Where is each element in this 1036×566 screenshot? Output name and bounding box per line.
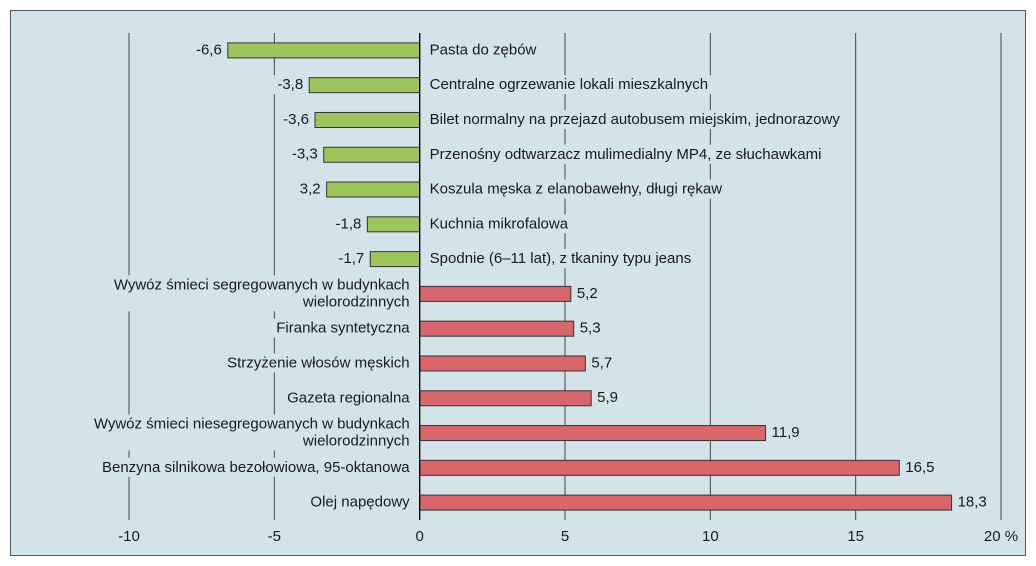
x-tick-label: -10 bbox=[118, 528, 140, 545]
label-background bbox=[425, 75, 713, 95]
label-background bbox=[109, 275, 414, 312]
label-background bbox=[593, 388, 623, 408]
value-label: 3,2 bbox=[300, 181, 321, 198]
category-label: Kuchnia mikrofalowa bbox=[430, 215, 569, 232]
label-background bbox=[425, 40, 541, 60]
label-background bbox=[334, 249, 369, 269]
value-label: -1,8 bbox=[335, 215, 361, 232]
value-label: -6,6 bbox=[196, 41, 222, 58]
category-label: Wywóz śmieci segregowanych w budynkach wi… bbox=[114, 276, 410, 310]
bar bbox=[419, 355, 586, 372]
bar bbox=[227, 42, 421, 59]
value-label: -3,3 bbox=[292, 146, 318, 163]
value-label: 5,3 bbox=[580, 320, 601, 337]
category-label-line: Benzyna silnikowa bezołowiowa, 95-oktano… bbox=[102, 459, 410, 476]
category-label: Olej napędowy bbox=[310, 494, 410, 511]
label-background bbox=[295, 179, 325, 199]
label-background bbox=[223, 353, 414, 373]
label-background bbox=[572, 283, 602, 303]
label-background bbox=[191, 40, 226, 60]
category-label: Koszula męska z elanobawełny, długi ręka… bbox=[430, 181, 723, 198]
category-label: Centralne ogrzewanie lokali mieszkalnych bbox=[430, 76, 708, 93]
x-tick-label: 0 bbox=[415, 528, 423, 545]
category-label-line: Olej napędowy bbox=[310, 494, 410, 511]
bar bbox=[419, 390, 592, 407]
category-label: Przenośny odtwarzacz mulimedialny MP4, z… bbox=[430, 146, 822, 163]
label-background bbox=[425, 249, 696, 269]
category-label-line: Wywóz śmieci niesegregowanych w budynkac… bbox=[94, 416, 410, 433]
category-label: Spodnie (6–11 lat), z tkaniny typu jeans bbox=[430, 250, 692, 267]
bar bbox=[419, 425, 767, 442]
category-label-line: Centralne ogrzewanie lokali mieszkalnych bbox=[430, 76, 708, 93]
x-tick-label: 10 bbox=[702, 528, 719, 545]
label-background bbox=[306, 492, 415, 512]
category-label: Benzyna silnikowa bezołowiowa, 95-oktano… bbox=[102, 459, 410, 476]
value-label: 11,9 bbox=[772, 424, 800, 441]
value-label: 5,2 bbox=[577, 285, 598, 302]
category-label-line: Firanka syntetyczna bbox=[276, 320, 410, 337]
label-background bbox=[575, 318, 605, 338]
label-background bbox=[89, 414, 414, 451]
label-background bbox=[273, 75, 308, 95]
x-tick-label: 5 bbox=[561, 528, 569, 545]
bar bbox=[314, 111, 421, 128]
label-background bbox=[425, 109, 845, 129]
bar bbox=[326, 181, 421, 198]
category-label-line: Koszula męska z elanobawełny, długi ręka… bbox=[430, 181, 723, 198]
label-background bbox=[279, 109, 314, 129]
label-background bbox=[953, 492, 991, 512]
category-label: Wywóz śmieci niesegregowanych w budynkac… bbox=[94, 416, 410, 450]
label-background bbox=[425, 144, 826, 164]
category-label: Firanka syntetyczna bbox=[276, 320, 410, 337]
value-label: 16,5 bbox=[905, 459, 934, 476]
labels: -10 -5 0 5 10 15 20 % Pasta do zębów -6,6 Central… bbox=[94, 41, 1018, 545]
bar bbox=[419, 320, 575, 337]
value-label: -1,7 bbox=[338, 250, 364, 267]
label-backgrounds bbox=[89, 40, 991, 512]
value-label: 5,9 bbox=[597, 389, 618, 406]
label-background bbox=[425, 214, 573, 234]
x-tick-label: 15 bbox=[847, 528, 864, 545]
value-label: -3,8 bbox=[277, 76, 303, 93]
category-label-line: Przenośny odtwarzacz mulimedialny MP4, z… bbox=[430, 146, 822, 163]
category-label-line: Spodnie (6–11 lat), z tkaniny typu jeans bbox=[430, 250, 692, 267]
label-background bbox=[97, 457, 415, 477]
category-label-line: Gazeta regionalna bbox=[287, 389, 410, 406]
value-label: 18,3 bbox=[958, 494, 987, 511]
label-background bbox=[901, 457, 939, 477]
label-background bbox=[425, 179, 727, 199]
value-label: -3,6 bbox=[283, 111, 309, 128]
category-label-line: Strzyżenie włosów męskich bbox=[227, 354, 410, 371]
bar bbox=[419, 459, 900, 476]
category-label-line: Wywóz śmieci segregowanych w budynkach bbox=[114, 276, 410, 293]
label-background bbox=[767, 423, 804, 443]
category-label-line: wielorodzinnych bbox=[302, 433, 410, 450]
value-label: 5,7 bbox=[591, 354, 612, 371]
label-background bbox=[283, 388, 415, 408]
category-label: Gazeta regionalna bbox=[287, 389, 410, 406]
category-label-line: Bilet normalny na przejazd autobusem mie… bbox=[430, 111, 841, 128]
bar bbox=[419, 494, 953, 511]
category-label: Pasta do zębów bbox=[430, 41, 537, 58]
category-label-line: Pasta do zębów bbox=[430, 41, 537, 58]
bar bbox=[323, 146, 421, 163]
category-label: Strzyżenie włosów męskich bbox=[227, 354, 410, 371]
label-background bbox=[587, 353, 617, 373]
label-background bbox=[287, 144, 322, 164]
bar bbox=[366, 216, 421, 233]
category-label-line: wielorodzinnych bbox=[302, 293, 410, 310]
bar bbox=[308, 77, 421, 94]
category-label: Bilet normalny na przejazd autobusem mie… bbox=[430, 111, 841, 128]
bar bbox=[419, 285, 572, 302]
category-label-line: Kuchnia mikrofalowa bbox=[430, 215, 569, 232]
x-tick-label: 20 % bbox=[984, 528, 1018, 545]
x-tick-label: -5 bbox=[268, 528, 281, 545]
label-background bbox=[331, 214, 366, 234]
label-background bbox=[272, 318, 415, 338]
bar bbox=[369, 251, 421, 268]
